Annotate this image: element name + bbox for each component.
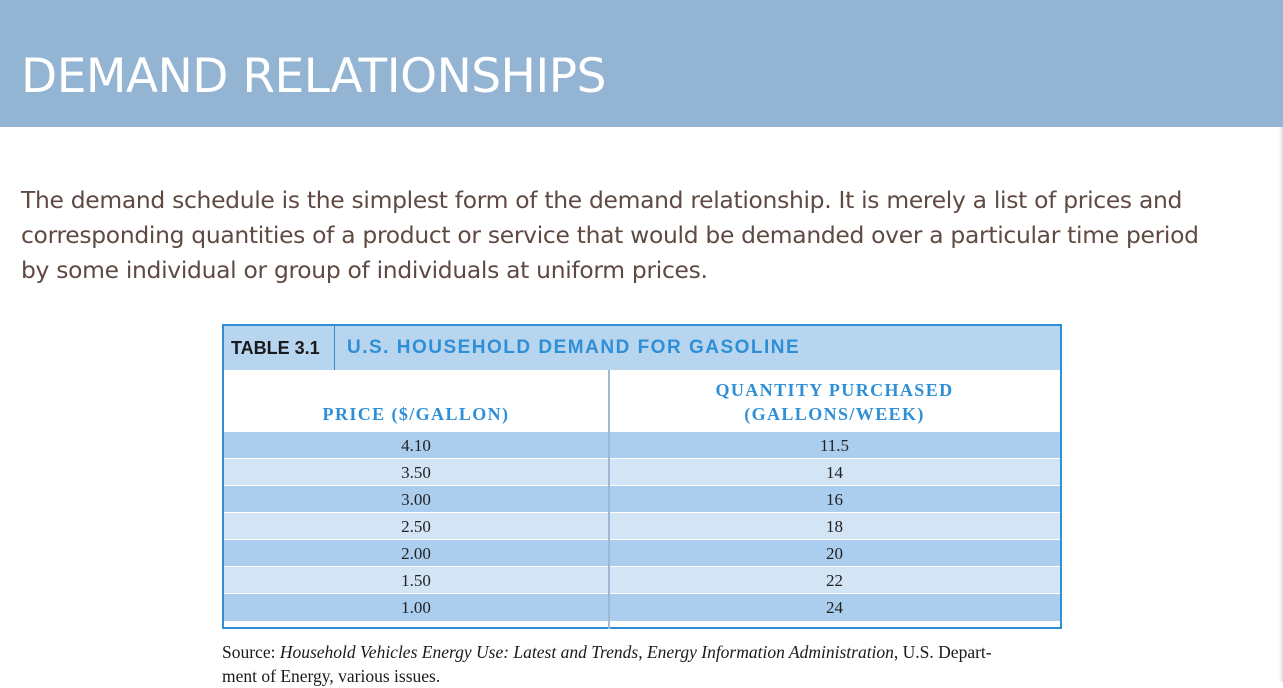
title-bar: DEMAND RELATIONSHIPS [0, 0, 1283, 127]
price-cell: 3.50 [401, 463, 431, 482]
price-cell: 2.50 [401, 517, 431, 536]
column-divider [608, 370, 610, 629]
demand-table: TABLE 3.1 U.S. HOUSEHOLD DEMAND FOR GASO… [222, 324, 1062, 629]
table-row: 3.00 16 [224, 486, 1060, 513]
quantity-cell: 18 [826, 517, 843, 536]
source-title: Household Vehicles Energy Use: Latest an… [279, 642, 894, 662]
table-header: TABLE 3.1 U.S. HOUSEHOLD DEMAND FOR GASO… [224, 326, 1060, 370]
table-row: 1.50 22 [224, 567, 1060, 594]
body-line: corresponding quantities of a product or… [21, 221, 1199, 249]
body-line: by some individual or group of individua… [21, 256, 708, 284]
price-cell: 1.00 [401, 598, 431, 617]
price-cell: 1.50 [401, 571, 431, 590]
column-header-price: PRICE ($/GALLON) [322, 404, 510, 424]
body-line: The demand schedule is the simplest form… [21, 186, 1183, 214]
column-header-quantity: QUANTITY PURCHASED (GALLONS/WEEK) [715, 380, 954, 424]
table-body: 4.10 11.5 3.50 14 3.00 16 2.50 18 2.00 2… [224, 432, 1060, 621]
table-number: TABLE 3.1 [224, 326, 335, 370]
table-row: 1.00 24 [224, 594, 1060, 621]
quantity-cell: 24 [826, 598, 843, 617]
slide-body-text: The demand schedule is the simplest form… [21, 183, 1266, 288]
table-row: 2.00 20 [224, 540, 1060, 567]
quantity-cell: 16 [826, 490, 843, 509]
table-row: 4.10 11.5 [224, 432, 1060, 459]
source-line-2: ment of Energy, various issues. [222, 666, 441, 686]
price-cell: 3.00 [401, 490, 431, 509]
quantity-cell: 20 [826, 544, 843, 563]
slide-title: DEMAND RELATIONSHIPS [21, 49, 606, 104]
table-row: 2.50 18 [224, 513, 1060, 540]
table-column-headers: PRICE ($/GALLON) QUANTITY PURCHASED (GAL… [224, 370, 1060, 432]
table-title: U.S. HOUSEHOLD DEMAND FOR GASOLINE [347, 337, 801, 358]
quantity-cell: 22 [826, 571, 843, 590]
quantity-cell: 14 [826, 463, 843, 482]
price-cell: 4.10 [401, 436, 431, 455]
table-row: 3.50 14 [224, 459, 1060, 486]
quantity-cell: 11.5 [819, 436, 850, 455]
price-cell: 2.00 [401, 544, 431, 563]
table-source-note: Source: Household Vehicles Energy Use: L… [222, 640, 1072, 688]
slide-edge-shadow [1279, 127, 1283, 682]
source-suffix: , U.S. Depart- [893, 642, 992, 662]
source-prefix: Source: [222, 642, 280, 662]
